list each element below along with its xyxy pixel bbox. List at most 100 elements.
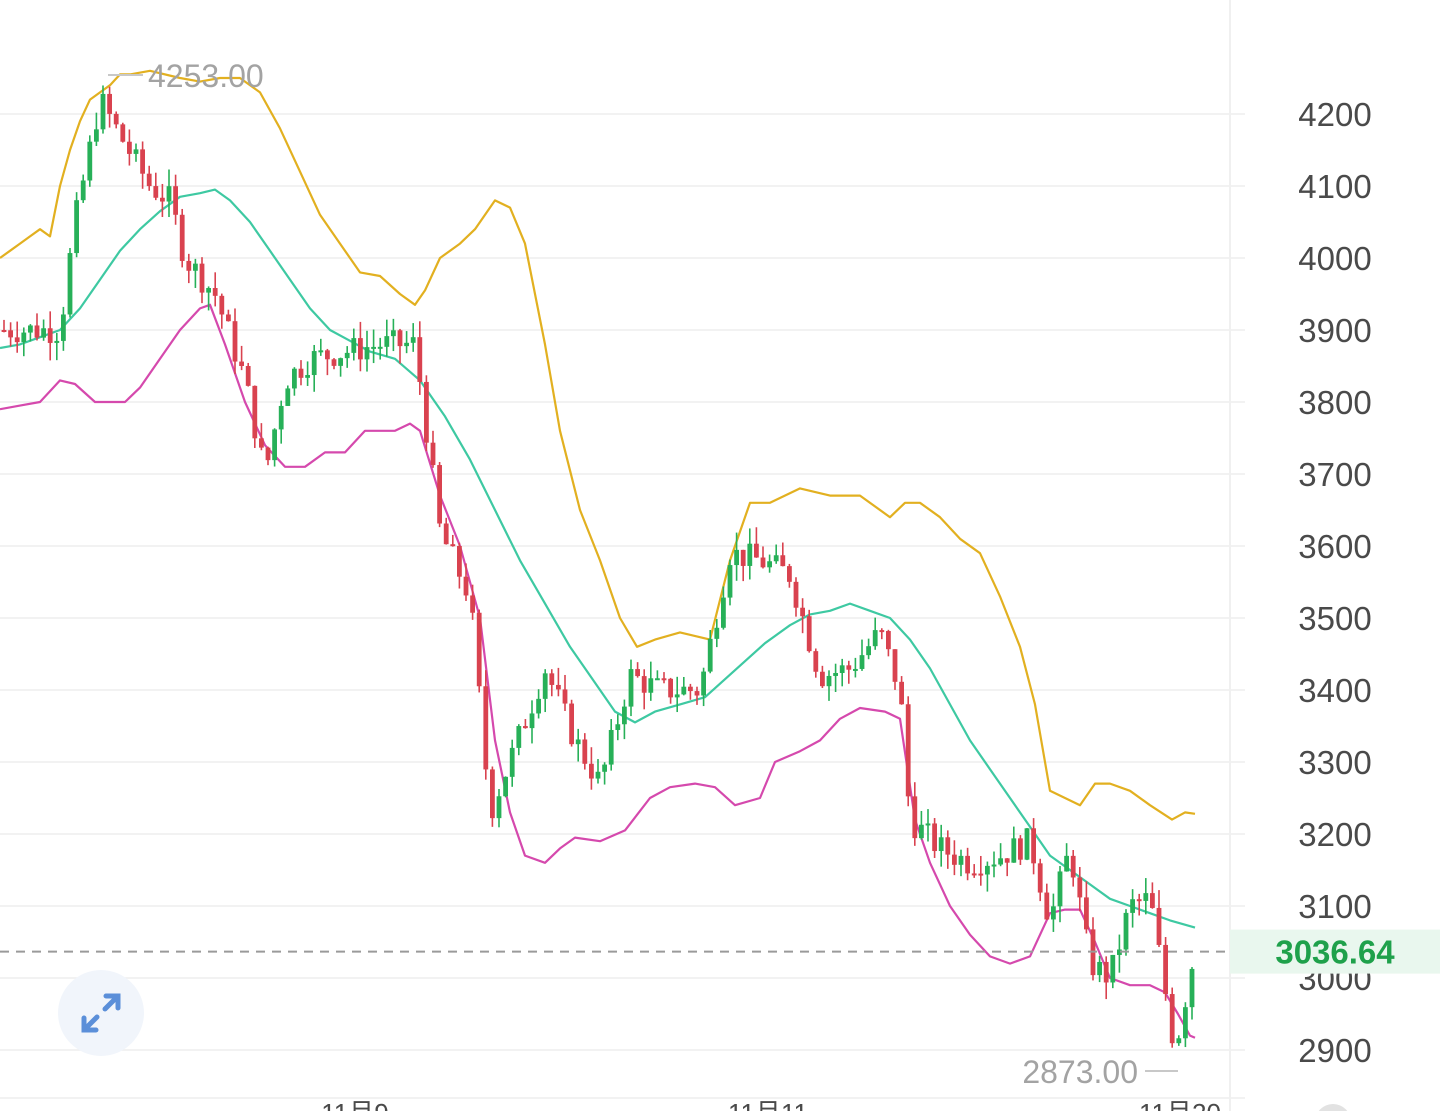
candle[interactable]	[1189, 967, 1195, 1020]
candle[interactable]	[292, 367, 297, 396]
candle[interactable]	[450, 534, 456, 547]
candle[interactable]	[351, 328, 357, 361]
candle[interactable]	[127, 129, 132, 166]
candle[interactable]	[853, 657, 858, 678]
candle[interactable]	[1163, 937, 1168, 1001]
candle[interactable]	[193, 258, 198, 288]
candle[interactable]	[285, 385, 291, 406]
candle[interactable]	[311, 344, 317, 392]
candle[interactable]	[54, 332, 60, 361]
candle[interactable]	[1176, 1035, 1182, 1046]
candle[interactable]	[1097, 955, 1102, 983]
candle[interactable]	[28, 324, 33, 342]
candle[interactable]	[879, 628, 885, 640]
candle[interactable]	[14, 321, 20, 353]
candle[interactable]	[80, 174, 86, 203]
candle[interactable]	[278, 400, 284, 444]
candles[interactable]	[1, 85, 1195, 1048]
candle[interactable]	[100, 85, 106, 134]
candle[interactable]	[846, 660, 852, 684]
candle[interactable]	[463, 563, 469, 601]
candle[interactable]	[1117, 934, 1122, 973]
candle[interactable]	[490, 766, 495, 827]
candle[interactable]	[800, 598, 805, 634]
candle[interactable]	[925, 809, 931, 842]
candle[interactable]	[113, 111, 119, 129]
candle[interactable]	[417, 321, 423, 395]
candle[interactable]	[549, 669, 555, 697]
candle[interactable]	[569, 699, 574, 747]
candle[interactable]	[1110, 954, 1116, 989]
candle[interactable]	[1037, 858, 1043, 902]
candle[interactable]	[641, 669, 647, 710]
candle[interactable]	[496, 789, 502, 828]
candle[interactable]	[938, 824, 944, 867]
candle[interactable]	[806, 609, 812, 653]
candle[interactable]	[523, 719, 528, 729]
candle[interactable]	[886, 629, 891, 657]
candle[interactable]	[166, 169, 172, 218]
candle[interactable]	[371, 329, 376, 364]
candle[interactable]	[582, 733, 588, 770]
candle[interactable]	[747, 528, 753, 580]
candle[interactable]	[146, 165, 152, 191]
candle[interactable]	[516, 724, 522, 756]
candle[interactable]	[740, 549, 746, 582]
candle[interactable]	[160, 183, 165, 217]
candle[interactable]	[391, 318, 396, 352]
candle[interactable]	[437, 462, 442, 528]
candle[interactable]	[1051, 893, 1056, 932]
candle[interactable]	[589, 747, 594, 790]
candle[interactable]	[483, 670, 489, 780]
candle[interactable]	[47, 311, 53, 361]
candle[interactable]	[107, 86, 112, 128]
candle[interactable]	[186, 253, 192, 284]
candle[interactable]	[727, 559, 733, 606]
candle[interactable]	[1183, 1002, 1188, 1048]
candle[interactable]	[74, 192, 79, 258]
candle[interactable]	[61, 306, 66, 351]
candle[interactable]	[1064, 843, 1069, 872]
candle[interactable]	[1057, 865, 1063, 923]
candle[interactable]	[635, 662, 640, 678]
candle[interactable]	[562, 674, 568, 711]
candle[interactable]	[721, 586, 726, 630]
candle[interactable]	[839, 658, 845, 687]
candle[interactable]	[661, 672, 667, 684]
candle[interactable]	[932, 818, 937, 858]
candle[interactable]	[674, 676, 680, 713]
candle[interactable]	[245, 362, 251, 387]
candle[interactable]	[443, 517, 449, 545]
candle[interactable]	[325, 348, 330, 376]
candle[interactable]	[899, 676, 904, 705]
candle[interactable]	[1024, 828, 1030, 861]
candle[interactable]	[1130, 889, 1135, 928]
candle[interactable]	[259, 423, 264, 451]
candle[interactable]	[1070, 850, 1076, 887]
candle[interactable]	[707, 630, 713, 674]
candle[interactable]	[668, 677, 673, 704]
candle[interactable]	[628, 659, 634, 717]
candle[interactable]	[1123, 909, 1129, 956]
candle[interactable]	[410, 323, 416, 352]
candle[interactable]	[344, 346, 350, 368]
candle[interactable]	[892, 649, 898, 690]
candle[interactable]	[905, 696, 911, 807]
candle[interactable]	[529, 700, 535, 744]
candle[interactable]	[318, 338, 324, 356]
candle[interactable]	[470, 584, 475, 620]
candle[interactable]	[615, 714, 621, 741]
candle[interactable]	[252, 385, 258, 448]
candle[interactable]	[859, 639, 865, 671]
candle[interactable]	[1018, 835, 1023, 865]
candle[interactable]	[8, 322, 13, 347]
candle[interactable]	[476, 609, 482, 693]
candle[interactable]	[602, 762, 607, 785]
candle[interactable]	[94, 112, 99, 146]
candle[interactable]	[681, 676, 687, 696]
candle[interactable]	[377, 337, 383, 360]
candle[interactable]	[1156, 890, 1162, 948]
candle[interactable]	[219, 293, 225, 329]
